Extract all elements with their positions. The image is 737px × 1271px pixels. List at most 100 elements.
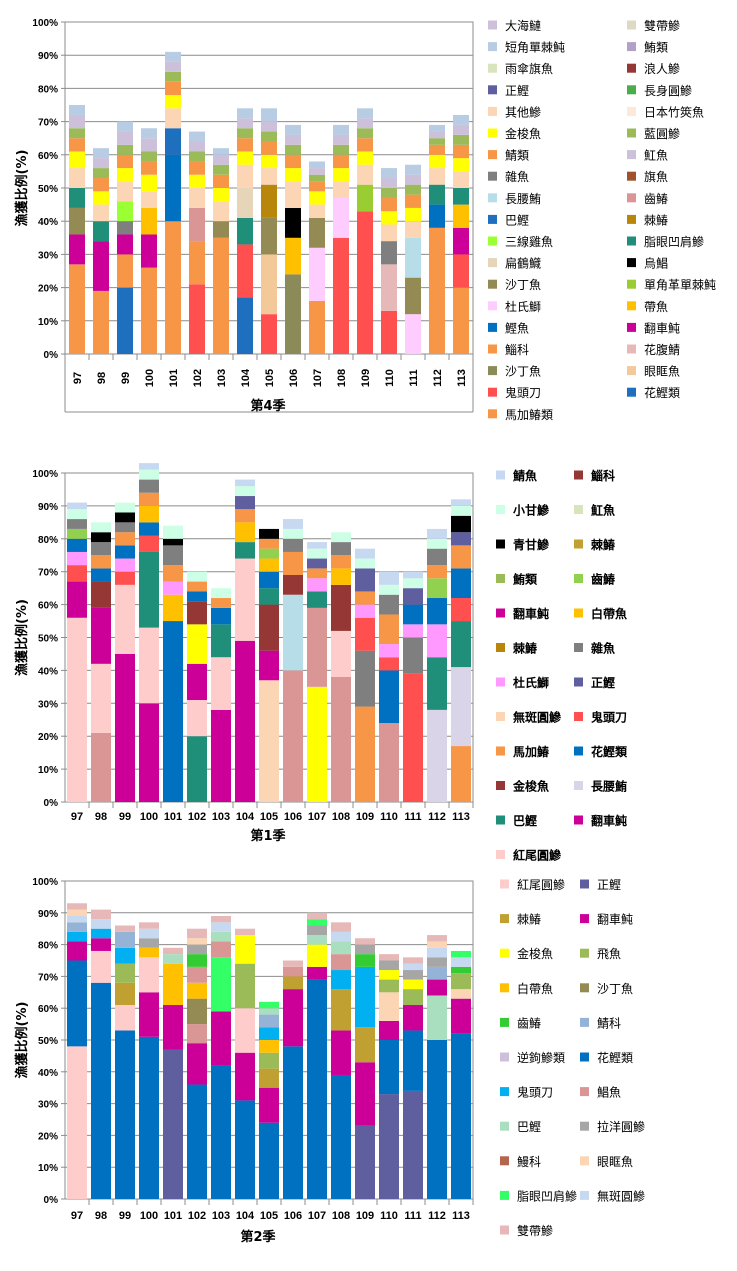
bar-segment (283, 670, 303, 802)
bar-segment (451, 746, 471, 802)
bar-segment (355, 604, 375, 618)
bar-segment (67, 551, 87, 566)
bar-segment (331, 941, 351, 955)
bar-segment (117, 168, 133, 182)
bar-segment (91, 909, 111, 920)
bar-segment (427, 941, 447, 948)
legend-label: 帶魚 (644, 300, 668, 314)
bar-segment (141, 128, 157, 139)
legend-swatch (488, 193, 497, 203)
bar-segment (309, 217, 325, 248)
legend-label: 小甘鰺 (513, 503, 549, 518)
bar-segment (285, 134, 301, 145)
bar-segment (67, 502, 87, 510)
bar-segment (91, 938, 111, 951)
legend-swatch (574, 815, 583, 825)
bar-segment (93, 241, 109, 291)
y-tick-label: 10% (38, 317, 58, 328)
bar-segment (453, 124, 469, 135)
x-tick-label: 108 (336, 369, 348, 387)
y-tick-label: 50% (38, 634, 58, 645)
legend-label: 金梭魚 (505, 126, 541, 141)
x-tick-label: 107 (308, 811, 326, 823)
bar-segment (427, 995, 447, 1040)
bar-segment (379, 960, 399, 971)
legend-swatch (627, 279, 636, 289)
legend-swatch (496, 815, 505, 825)
legend-swatch (580, 1017, 589, 1027)
chart-q1: 0% 10% 20% 30% 40% 50% 60% 70% 80% 90% 100% 97 98 99 1… (14, 463, 628, 863)
legend-label: 齒鰆 (644, 192, 668, 206)
bar-segment (405, 221, 421, 238)
legend-swatch (627, 236, 636, 246)
bar-segment (307, 912, 327, 920)
legend-swatch (574, 677, 583, 687)
bar-segment (333, 168, 349, 182)
legend-label: 脂眼凹肩鰺 (517, 1188, 577, 1203)
legend-swatch (488, 20, 497, 30)
bar-segment (163, 1005, 183, 1050)
bar-segment (429, 168, 445, 185)
bar-segment (117, 144, 133, 155)
bar-segment (427, 578, 447, 599)
bar-segment (213, 164, 229, 175)
bar-segment (91, 928, 111, 939)
legend-label: 沙丁魚 (505, 278, 541, 292)
bar-segment (115, 947, 135, 964)
bar-segment (307, 578, 327, 592)
bar-segment (67, 960, 87, 1047)
bar-segment (453, 204, 469, 228)
legend-swatch (496, 677, 505, 687)
legend-swatch (627, 366, 636, 376)
bar-segment (93, 148, 109, 159)
legend-label: 金梭魚 (517, 946, 553, 961)
bar-segment (165, 81, 181, 96)
bar-segment (211, 598, 231, 608)
bar-segment (93, 204, 109, 222)
y-tick-label: 30% (38, 250, 58, 261)
bar-segment (451, 545, 471, 569)
legend-swatch (627, 42, 636, 52)
bar-segment (429, 131, 445, 139)
legend-swatch (500, 1052, 509, 1062)
legend-label: 鬼頭刀 (505, 385, 541, 400)
bar-segment (429, 227, 445, 354)
y-tick-label: 80% (38, 941, 58, 952)
y-tick-label: 60% (38, 601, 58, 612)
bar-segment (331, 584, 351, 631)
legend-swatch (627, 344, 636, 354)
x-tick-label: 109 (360, 369, 372, 387)
bar-segment (165, 108, 181, 129)
bar-segment (211, 1065, 231, 1199)
bar-segment (235, 928, 255, 936)
bar-segment (69, 207, 85, 235)
x-tick-label: 111 (408, 369, 420, 386)
bar-segment (355, 944, 375, 955)
bar-segment (67, 617, 87, 802)
legend-label: 正鰹 (591, 675, 615, 690)
legend-label: 翻車魨 (591, 813, 627, 828)
bar-segment (235, 479, 255, 487)
x-tick-label: 112 (432, 369, 444, 387)
legend-label: 沙丁魚 (597, 982, 633, 996)
bar-segment (427, 947, 447, 958)
legend-swatch (580, 948, 589, 958)
bar-segment (285, 237, 301, 275)
y-tick-label: 70% (38, 568, 58, 579)
bar-segment (379, 584, 399, 595)
bar-segment (403, 979, 423, 990)
y-tick-label: 30% (38, 1100, 58, 1111)
bar-segment (235, 509, 255, 523)
bar-segment (283, 574, 303, 595)
bar-segment (259, 1014, 279, 1028)
bar-segment (307, 542, 327, 549)
bar-segment (117, 234, 133, 255)
bar-segment (381, 264, 397, 311)
chart-q4: 0% 10% 20% 30% 40% 50% 60% 70% 80% 90% 100% 97 98 99 1… (14, 18, 716, 422)
bar-segment (283, 989, 303, 1047)
legend-label: 浪人鰺 (644, 61, 680, 76)
bar-segment (451, 505, 471, 516)
bar-segment (211, 709, 231, 802)
bar-segment (381, 197, 397, 212)
bar-segment (187, 736, 207, 802)
